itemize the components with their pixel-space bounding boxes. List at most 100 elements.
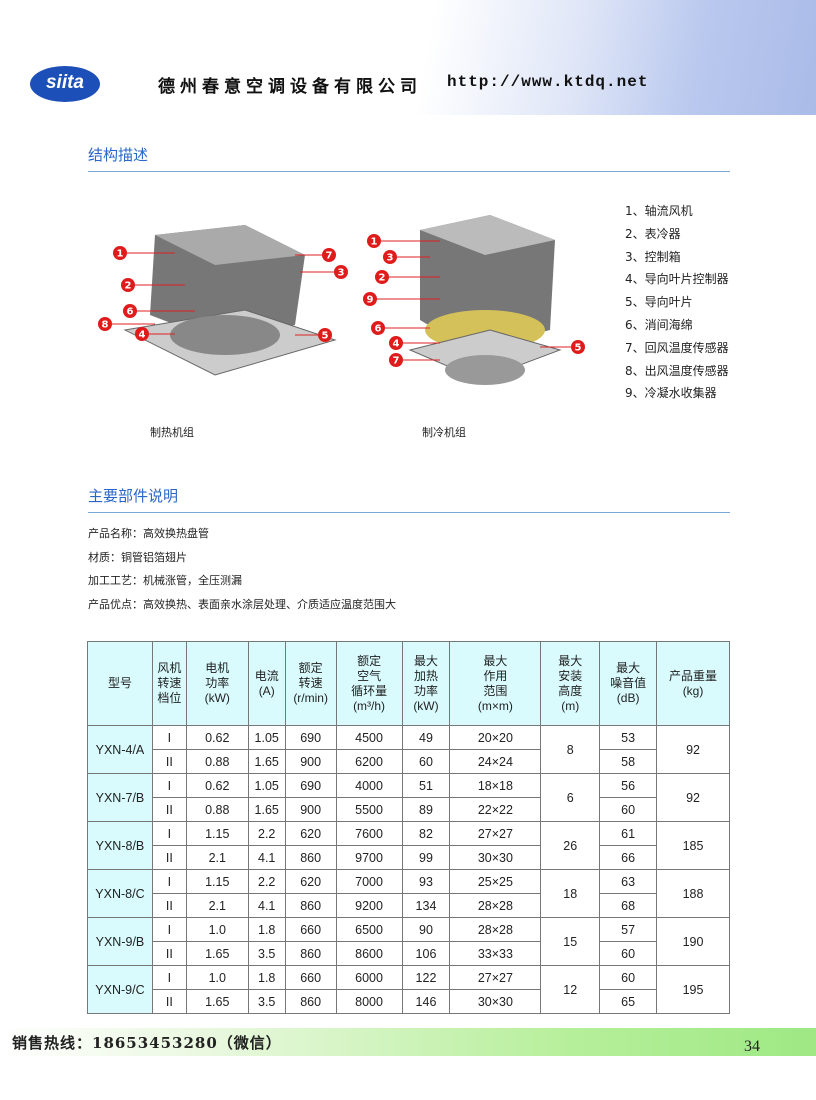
info-line: 加工工艺：机械涨管，全压测漏 [88,574,242,587]
table-cell: 122 [401,965,451,990]
callout-number: 6 [375,324,382,335]
table-cell: II [151,749,187,774]
table-cell: 860 [284,845,337,870]
table-cell: 0.62 [185,773,249,798]
callout-number: 7 [326,251,333,262]
table-cell: 860 [284,893,337,918]
table-cell: 25×25 [449,869,542,894]
table-row: YXN-9/C I 1.0 1.8 660 6000 122 27×27 12 60 195 [87,965,730,1014]
table-row: II 1.65 3.5 860 8600 106 33×33 60 [88,941,730,966]
callout-number: 4 [139,330,146,341]
callout-marker [123,304,137,318]
section-title-structure: 结构描述 [88,144,730,172]
table-cell: 1.65 [185,941,249,966]
callout-marker [318,328,332,342]
table-cell: 620 [284,869,337,894]
table-cell: 65 [599,989,658,1014]
table-cell: 60 [599,965,658,990]
table-cell: 53 [599,725,658,750]
callout-marker [363,292,377,306]
table-row: II 2.1 4.1 860 9700 99 30×30 66 [88,845,730,870]
callout-number: 1 [371,237,378,248]
table-cell: 92 [656,725,730,774]
heating-unit-illustration: 1 2 6 8 4 73 5 [98,225,348,376]
table-cell: 1.0 [185,917,249,942]
table-cell: YXN-4/A [87,725,153,774]
table-cell: 1.15 [185,869,249,894]
table-cell: 99 [401,845,451,870]
table-cell: 190 [656,917,730,966]
table-cell: 6000 [335,965,403,990]
table-cell: 66 [599,845,658,870]
table-cell: I [151,773,187,798]
table-row: YXN-7/B I 0.62 1.05 690 4000 51 18×18 6 56 92 [87,773,730,822]
table-cell: 185 [656,821,730,870]
table-cell: 660 [284,917,337,942]
table-cell: I [151,869,187,894]
table-cell: 30×30 [449,989,542,1014]
table-cell: 0.62 [185,725,249,750]
page-number: 34 [744,1038,760,1055]
company-name: 德州春意空调设备有限公司 [158,77,422,97]
callout-number: 3 [387,253,394,264]
table-cell: 20×20 [449,725,542,750]
table-cell: 56 [599,773,658,798]
table-cell: 6200 [335,749,403,774]
legend-item: 1、轴流风机 [625,204,693,218]
table-cell: 1.8 [247,965,286,990]
table-cell: 3.5 [247,989,286,1014]
spec-table: 型号 风机 转速 档位 电机 功率 (kW) 电流 (A) 额定 转速 (r/min) 额定 空气 循环量(… [87,641,730,1014]
callout-marker [322,248,336,262]
table-cell: 5500 [335,797,403,822]
legend-item: 8、出风温度传感器 [625,363,729,378]
table-cell: 26 [540,821,601,870]
table-cell: 1.65 [247,749,286,774]
column-header: 最大 噪音值 (dB) [599,641,658,726]
callout-number: 5 [575,343,582,354]
table-cell: 1.05 [247,725,286,750]
info-line: 材质：铜管铝箔翅片 [88,550,187,564]
sales-hotline: 销售热线：18653453280（微信） [12,1034,282,1052]
callout-number: 6 [127,307,134,318]
table-cell: 1.65 [247,797,286,822]
table-cell: II [151,845,187,870]
callout-number: 1 [117,249,124,260]
table-cell: 2.1 [185,845,249,870]
table-cell: 63 [599,869,658,894]
callout-marker [367,234,381,248]
table-row: YXN-4/A I 0.62 1.05 690 4500 49 20×20 8 53 92 [87,725,730,774]
header-background [0,0,816,115]
table-cell: 860 [284,941,337,966]
website-url[interactable]: http://www.ktdq.net [447,73,649,91]
table-cell: 24×24 [449,749,542,774]
info-line: 产品名称：高效换热盘管 [88,527,209,540]
table-cell: II [151,797,187,822]
table-cell: YXN-9/B [87,917,153,966]
table-cell: 620 [284,821,337,846]
table-cell: 22×22 [449,797,542,822]
column-header: 额定 转速 (r/min) [284,641,337,726]
table-cell: 12 [540,965,601,1014]
table-cell: 61 [599,821,658,846]
callout-number: 4 [393,339,400,350]
table-cell: YXN-8/B [87,821,153,870]
table-cell: 7000 [335,869,403,894]
table-cell: 6 [540,773,601,822]
column-header: 最大 加热 功率 (kW) [401,641,451,726]
callout-number: 5 [322,331,329,342]
table-cell: YXN-7/B [87,773,153,822]
column-header: 电流 (A) [247,641,286,726]
callout-number: 8 [102,320,109,331]
callout-marker [113,246,127,260]
callout-marker [98,317,112,331]
callout-marker [334,265,348,279]
table-cell: 8 [540,725,601,774]
table-cell: 2.1 [185,893,249,918]
table-cell: 27×27 [449,965,542,990]
table-cell: 900 [284,749,337,774]
callout-marker [389,336,403,350]
logo: siita [30,66,100,102]
legend-item: 9、冷凝水收集器 [625,386,717,401]
column-header: 额定 空气 循环量 (m³/h) [335,641,403,726]
column-header: 风机 转速 档位 [151,641,187,726]
